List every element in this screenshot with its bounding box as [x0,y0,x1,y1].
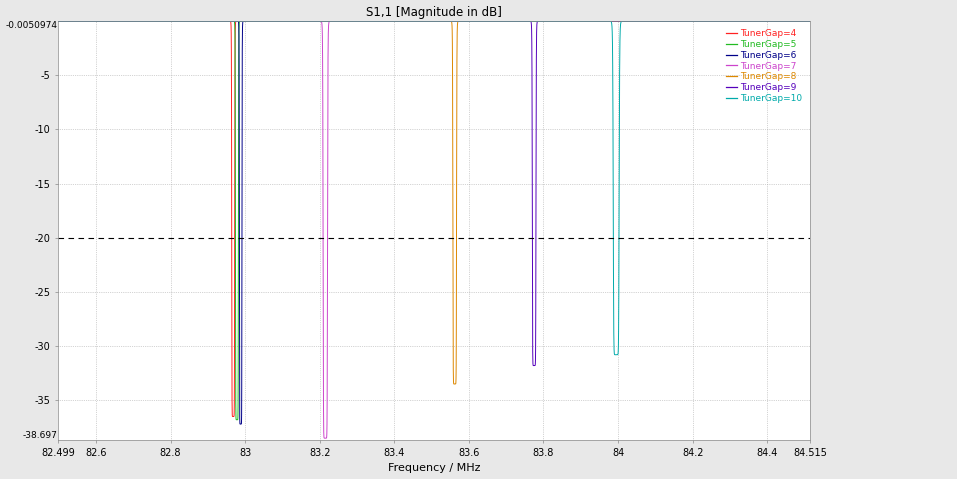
TunerGap=4 [70,18,81,24]
Line: TunerGap=4: TunerGap=4 [58,21,810,417]
TunerGap=7 [804,18,815,24]
TunerGap=10 [449,18,460,24]
TunerGap=8 [804,18,815,24]
TunerGap=6 [70,18,81,24]
TunerGap=8 [53,18,64,24]
TunerGap=4 [804,18,815,24]
TunerGap=7 [531,18,543,24]
TunerGap=8 [768,18,779,24]
TunerGap=6 [449,18,460,24]
TunerGap=10 [70,18,81,24]
Line: TunerGap=5: TunerGap=5 [58,21,810,420]
TunerGap=9 [804,18,815,24]
TunerGap=6 [734,18,746,24]
TunerGap=10 [611,352,622,358]
TunerGap=7 [53,18,64,24]
TunerGap=5 [734,18,746,24]
TunerGap=9 [53,18,64,24]
TunerGap=9 [531,20,543,25]
TunerGap=8 [449,381,460,387]
TunerGap=5 [70,18,81,24]
TunerGap=6 [804,18,815,24]
TunerGap=5 [531,18,543,24]
TunerGap=6 [145,18,156,24]
TunerGap=5 [232,417,243,422]
TunerGap=9 [528,363,540,368]
Title: S1,1 [Magnitude in dB]: S1,1 [Magnitude in dB] [367,6,502,19]
TunerGap=4 [734,18,746,24]
TunerGap=4 [228,414,239,420]
TunerGap=7 [734,18,746,24]
TunerGap=6 [234,421,246,427]
Line: TunerGap=6: TunerGap=6 [58,21,810,424]
TunerGap=9 [70,18,81,24]
TunerGap=8 [145,18,156,24]
TunerGap=7 [768,18,779,24]
TunerGap=6 [768,18,779,24]
TunerGap=8 [531,18,543,24]
Line: TunerGap=10: TunerGap=10 [58,21,810,355]
TunerGap=10 [768,18,779,24]
TunerGap=5 [804,18,815,24]
TunerGap=5 [449,18,460,24]
TunerGap=7 [320,435,331,441]
TunerGap=9 [768,18,779,24]
TunerGap=10 [804,18,815,24]
X-axis label: Frequency / MHz: Frequency / MHz [388,464,480,473]
TunerGap=4 [145,18,156,24]
TunerGap=9 [145,18,156,24]
Line: TunerGap=8: TunerGap=8 [58,21,810,384]
TunerGap=7 [145,18,156,24]
TunerGap=10 [53,18,64,24]
TunerGap=8 [449,381,460,387]
TunerGap=10 [145,18,156,24]
TunerGap=7 [70,18,81,24]
Text: -0.0050974: -0.0050974 [6,21,57,30]
Legend: TunerGap=4, TunerGap=5, TunerGap=6, TunerGap=7, TunerGap=8, TunerGap=9, TunerGap: TunerGap=4, TunerGap=5, TunerGap=6, Tune… [723,25,806,107]
TunerGap=8 [734,18,746,24]
TunerGap=8 [70,18,81,24]
TunerGap=6 [531,18,543,24]
TunerGap=5 [768,18,779,24]
TunerGap=4 [768,18,779,24]
TunerGap=9 [734,18,746,24]
TunerGap=4 [449,18,460,24]
TunerGap=9 [449,18,460,24]
TunerGap=5 [145,18,156,24]
TunerGap=10 [734,18,746,24]
Text: -38.697: -38.697 [23,431,57,440]
TunerGap=7 [449,18,460,24]
TunerGap=4 [53,18,64,24]
TunerGap=6 [53,18,64,24]
TunerGap=10 [531,18,543,24]
Line: TunerGap=9: TunerGap=9 [58,21,810,365]
TunerGap=4 [531,18,543,24]
Line: TunerGap=7: TunerGap=7 [58,21,810,438]
TunerGap=5 [53,18,64,24]
